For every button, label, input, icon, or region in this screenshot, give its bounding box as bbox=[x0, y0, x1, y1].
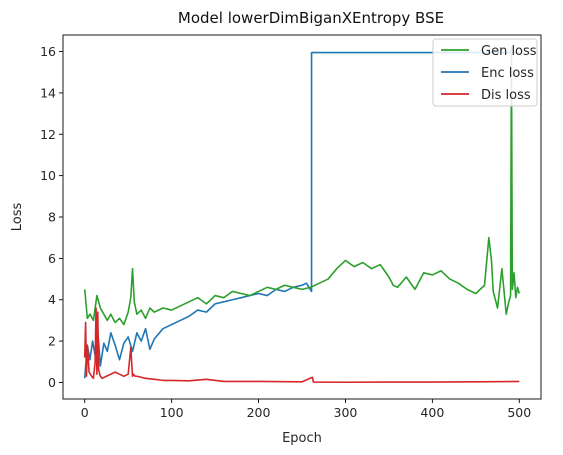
y-tick-label: 10 bbox=[40, 168, 56, 183]
legend-label-dis: Dis loss bbox=[481, 88, 531, 103]
y-tick-label: 2 bbox=[48, 334, 56, 349]
y-axis-label: Loss bbox=[10, 203, 25, 232]
y-tick-label: 6 bbox=[48, 251, 56, 266]
legend-label-enc: Enc loss bbox=[481, 66, 534, 81]
x-tick-label: 500 bbox=[507, 405, 531, 420]
y-tick-label: 12 bbox=[40, 127, 56, 142]
series-layer bbox=[83, 46, 521, 384]
x-axis-label: Epoch bbox=[282, 431, 322, 446]
series-line-gen-loss bbox=[83, 46, 521, 326]
plot-frame bbox=[62, 34, 542, 400]
axis-layer: 0 100 200 300 400 500 0 2 4 6 8 10 12 14 16 bbox=[40, 44, 531, 420]
x-tick-label: 300 bbox=[334, 405, 358, 420]
series-line-enc-loss bbox=[83, 51, 520, 379]
legend-label-gen: Gen loss bbox=[481, 44, 537, 59]
y-tick-label: 16 bbox=[40, 44, 56, 59]
series-line-dis-loss bbox=[83, 307, 520, 384]
y-tick-label: 0 bbox=[48, 375, 56, 390]
legend: Gen loss Enc loss Dis loss bbox=[432, 38, 538, 107]
y-tick-label: 14 bbox=[40, 85, 56, 100]
x-tick-label: 0 bbox=[81, 405, 89, 420]
chart-title: Model lowerDimBiganXEntropy BSE bbox=[178, 9, 444, 27]
x-tick-label: 100 bbox=[160, 405, 184, 420]
x-tick-label: 200 bbox=[247, 405, 271, 420]
legend-box bbox=[432, 38, 538, 107]
y-tick-label: 4 bbox=[48, 292, 56, 307]
x-tick-label: 400 bbox=[420, 405, 444, 420]
y-tick-label: 8 bbox=[48, 210, 56, 225]
